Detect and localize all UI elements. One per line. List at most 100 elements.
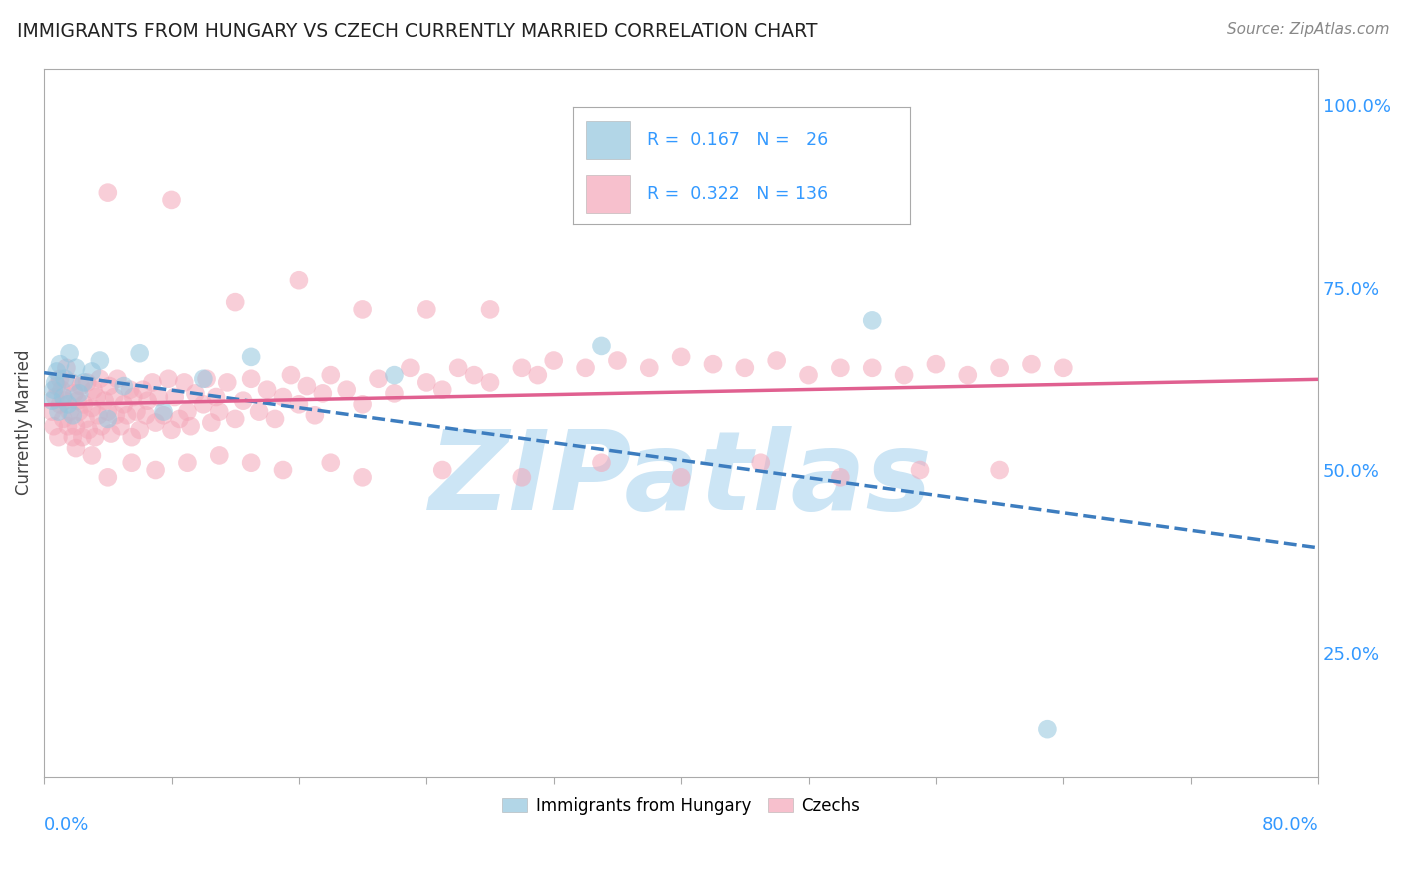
Point [52, 390, 75, 404]
Point [90, 419, 112, 434]
Point [97, 412, 120, 426]
Point [67, 386, 90, 401]
Point [925, 357, 948, 371]
Point [288, 397, 311, 411]
Point [48, 430, 70, 444]
Point [734, 360, 756, 375]
Point [510, 470, 533, 484]
Point [66, 393, 89, 408]
Point [217, 376, 239, 390]
Point [65, 419, 87, 434]
Point [97, 470, 120, 484]
Point [543, 353, 565, 368]
Point [75, 412, 97, 426]
Point [232, 393, 254, 408]
Point [80, 401, 103, 415]
Point [69, 379, 91, 393]
Point [98, 379, 121, 393]
Point [58, 346, 80, 360]
Point [97, 186, 120, 200]
Point [87, 409, 110, 423]
Point [152, 404, 174, 418]
Point [479, 376, 502, 390]
Point [830, 360, 852, 375]
Point [128, 346, 150, 360]
Point [41, 404, 63, 418]
Point [52, 412, 75, 426]
Point [89, 372, 111, 386]
Point [240, 456, 263, 470]
Point [208, 449, 231, 463]
Point [45, 379, 67, 393]
Point [42, 383, 65, 397]
Point [669, 350, 692, 364]
Point [65, 441, 87, 455]
Point [830, 470, 852, 484]
Point [51, 383, 73, 397]
Point [80, 364, 103, 378]
Point [415, 302, 437, 317]
Point [304, 409, 326, 423]
Point [56, 419, 79, 434]
Point [319, 456, 342, 470]
Point [49, 372, 72, 386]
Text: 80.0%: 80.0% [1261, 815, 1319, 833]
Point [65, 360, 87, 375]
Point [180, 419, 202, 434]
Point [145, 416, 167, 430]
Point [53, 372, 76, 386]
Point [224, 412, 246, 426]
Point [352, 302, 374, 317]
Y-axis label: Currently Married: Currently Married [15, 350, 32, 495]
Point [62, 409, 84, 423]
Point [157, 372, 180, 386]
Point [53, 393, 76, 408]
Point [247, 404, 270, 418]
Point [93, 393, 115, 408]
Point [415, 376, 437, 390]
Point [58, 404, 80, 418]
Point [860, 360, 883, 375]
Point [82, 383, 104, 397]
Point [141, 376, 163, 390]
Point [163, 390, 186, 404]
Point [264, 412, 287, 426]
Point [148, 390, 170, 404]
Point [112, 397, 135, 411]
Point [160, 423, 183, 437]
Point [63, 386, 86, 401]
Point [84, 430, 107, 444]
Point [173, 376, 195, 390]
Point [55, 360, 77, 375]
Point [120, 383, 142, 397]
Point [669, 470, 692, 484]
Point [48, 404, 70, 418]
Point [193, 397, 215, 411]
Point [80, 449, 103, 463]
Point [132, 383, 155, 397]
Point [100, 426, 122, 441]
Point [67, 404, 90, 418]
Point [86, 390, 108, 404]
Point [240, 350, 263, 364]
Point [591, 456, 613, 470]
Point [432, 383, 454, 397]
Point [527, 368, 550, 383]
Point [1052, 360, 1074, 375]
Point [62, 430, 84, 444]
Point [110, 419, 132, 434]
Point [591, 339, 613, 353]
Point [105, 372, 128, 386]
Point [384, 386, 406, 401]
Point [271, 463, 294, 477]
Point [295, 379, 318, 393]
Point [463, 368, 485, 383]
Point [73, 397, 96, 411]
Point [176, 456, 198, 470]
Point [336, 383, 359, 397]
Point [56, 397, 79, 411]
Point [271, 390, 294, 404]
Point [280, 368, 302, 383]
Point [432, 463, 454, 477]
Point [312, 386, 335, 401]
